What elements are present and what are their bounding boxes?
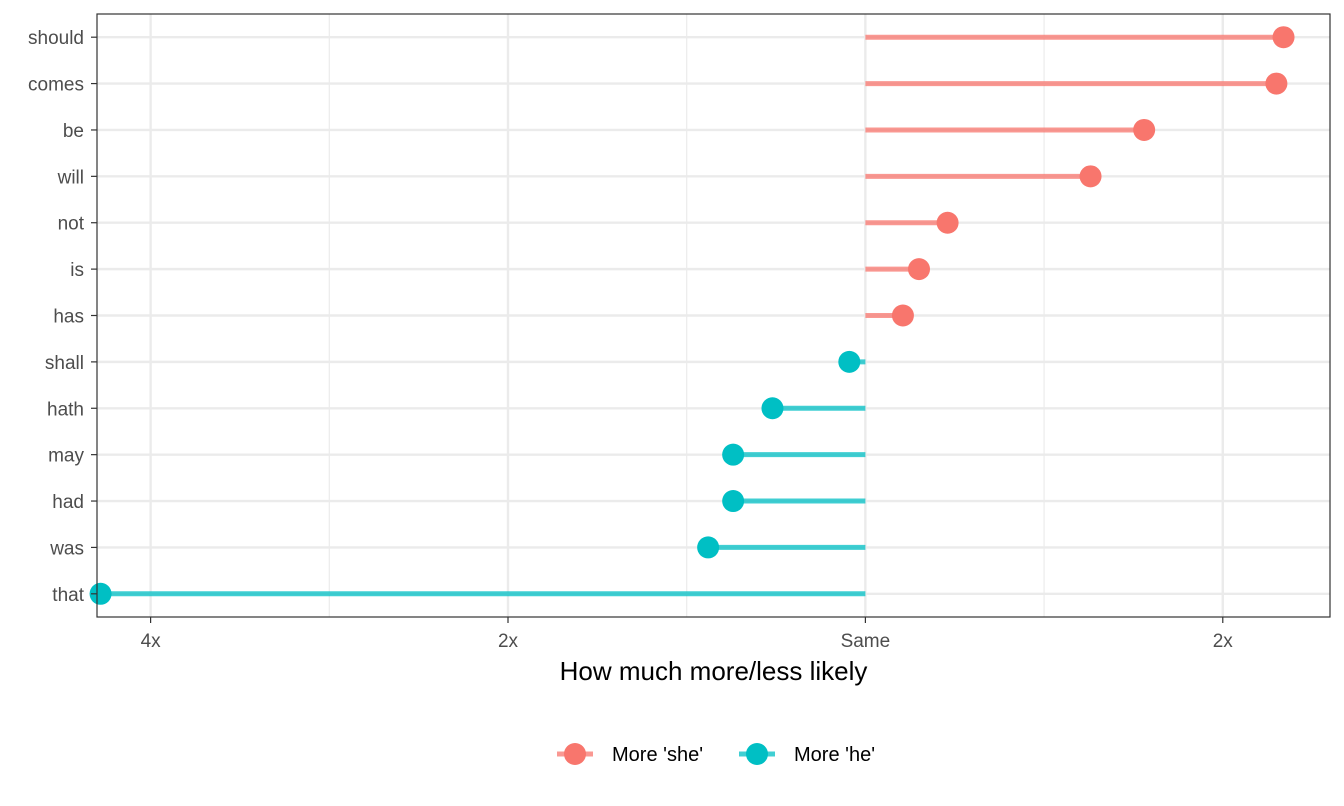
y-tick-label: has: [53, 307, 84, 328]
x-tick-label: 4x: [141, 631, 162, 652]
grid-layer: [97, 14, 1330, 617]
y-tick-label: will: [57, 167, 84, 188]
legend-key-point-she: [564, 743, 586, 765]
lollipop-point: [1133, 118, 1156, 141]
y-tick-label: was: [49, 538, 84, 559]
lollipop-point: [908, 258, 930, 281]
legend-label-she: More 'she': [612, 744, 703, 766]
y-tick-label: not: [58, 214, 85, 235]
y-tick-label: is: [70, 260, 84, 281]
y-tick-label: may: [48, 446, 84, 467]
legend-key-point-he: [746, 743, 768, 765]
lollipop-point: [722, 490, 745, 513]
x-tick-label: 2x: [1213, 631, 1234, 652]
x-axis-title: How much more/less likely: [560, 656, 868, 686]
lollipop-point: [1079, 165, 1102, 188]
lollipop-point: [936, 211, 959, 234]
x-tick-label: 2x: [498, 631, 519, 652]
y-tick-label: that: [52, 585, 84, 606]
lollipop-point: [1265, 72, 1288, 95]
y-tick-label: should: [28, 28, 84, 49]
y-tick-label: had: [52, 492, 84, 513]
legend: More 'she' More 'he': [557, 743, 875, 766]
lollipop-point: [1272, 26, 1295, 49]
y-tick-label: shall: [45, 353, 84, 374]
lollipop-point: [761, 397, 784, 420]
lollipop-point: [697, 536, 720, 559]
legend-label-he: More 'he': [794, 744, 875, 766]
y-tick-label: be: [63, 121, 84, 142]
axis-layer: 4x 2x Same 2x should comes be will not is has shall…: [28, 28, 1233, 652]
lollipop-point: [838, 350, 861, 373]
x-tick-label: Same: [841, 631, 891, 652]
lollipop-point: [722, 443, 745, 466]
lollipop-point: [89, 582, 112, 605]
marks-layer: [89, 26, 1295, 605]
y-tick-label: comes: [28, 75, 84, 96]
lollipop-point: [891, 304, 914, 327]
y-tick-label: hath: [47, 399, 84, 420]
